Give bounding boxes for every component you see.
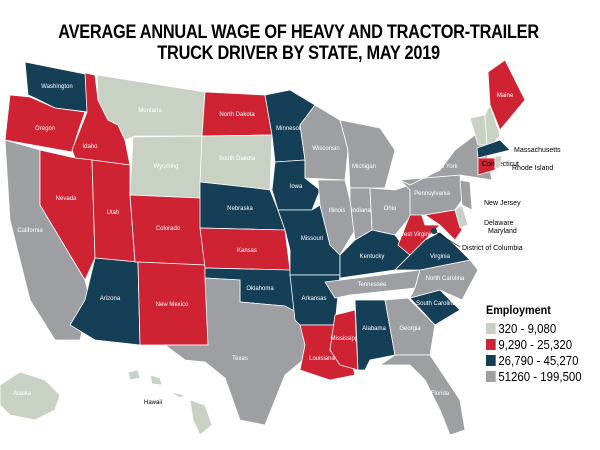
legend-swatch bbox=[486, 338, 496, 350]
state-label: West Virginia bbox=[398, 232, 434, 238]
state-hawaii bbox=[149, 374, 163, 386]
state-south-dakota bbox=[199, 134, 273, 191]
state-label: Georgia bbox=[399, 326, 421, 332]
state-label: Alabama bbox=[362, 326, 386, 332]
state-label: Minnesota bbox=[276, 126, 304, 132]
state-label: New Mexico bbox=[156, 302, 189, 308]
state-alaska bbox=[0, 371, 61, 421]
state-label: Virginia bbox=[430, 254, 451, 260]
state-label: New York bbox=[432, 164, 458, 170]
state-hawaii bbox=[189, 399, 213, 436]
state-label: Montana bbox=[138, 108, 162, 114]
state-maryland bbox=[423, 209, 463, 241]
state-texas bbox=[163, 277, 316, 426]
state-label: Texas bbox=[232, 356, 248, 362]
state-label: Oregon bbox=[35, 126, 55, 132]
state-label: Idaho bbox=[82, 144, 98, 150]
state-label: Arkansas bbox=[301, 296, 326, 302]
state-hawaii bbox=[127, 369, 141, 381]
state-label: Alaska bbox=[13, 391, 32, 397]
state-label: Maine bbox=[497, 93, 514, 99]
state-label: Washington bbox=[41, 84, 72, 90]
state-label: Iowa bbox=[290, 184, 303, 190]
legend-item: 320 - 9,080 bbox=[486, 320, 582, 336]
state-label: Massachusetts bbox=[514, 147, 561, 154]
state-georgia bbox=[384, 297, 436, 356]
state-label: Missouri bbox=[301, 236, 323, 242]
state-oregon bbox=[4, 94, 86, 153]
state-label: Nevada bbox=[56, 196, 77, 202]
state-delaware bbox=[454, 204, 469, 229]
state-label: Kansas bbox=[237, 248, 257, 254]
state-label: California bbox=[17, 228, 43, 234]
state-label: Kentucky bbox=[360, 254, 385, 260]
legend-title: Employment bbox=[486, 303, 551, 317]
title-line-2: TRUCK DRIVER BY STATE, MAY 2019 bbox=[157, 43, 440, 64]
state-label: Arizona bbox=[100, 296, 121, 302]
state-label: Pennsylvania bbox=[414, 191, 450, 197]
state-label: South Dakota bbox=[219, 156, 256, 162]
title-line-1: AVERAGE ANNUAL WAGE OF HEAVY AND TRACTOR… bbox=[58, 22, 539, 43]
state-label: North Dakota bbox=[219, 112, 255, 118]
state-label: North Carolina bbox=[426, 276, 465, 282]
state-label: Florida bbox=[431, 391, 450, 397]
state-label: Wyoming bbox=[154, 164, 179, 170]
state-label: Delaware bbox=[484, 220, 514, 227]
state-label: Rhode Island bbox=[512, 165, 553, 172]
state-label: Hawaii bbox=[144, 400, 162, 406]
state-tennessee bbox=[324, 269, 421, 299]
legend-item: 9,290 - 25,320 bbox=[486, 336, 582, 352]
state-label: Tennessee bbox=[357, 282, 387, 288]
legend-item: 26,790 - 45,270 bbox=[486, 352, 582, 368]
state-label: Nebraska bbox=[227, 206, 253, 212]
state-label: Louisiana bbox=[309, 356, 335, 362]
state-label: Illinois bbox=[329, 208, 346, 214]
state-florida bbox=[378, 354, 466, 436]
state-rhode-island bbox=[494, 155, 503, 169]
state-michigan bbox=[339, 119, 396, 189]
state-label: South Carolina bbox=[416, 301, 456, 307]
state-label: Mississippi bbox=[330, 336, 359, 342]
state-mississippi bbox=[329, 309, 359, 371]
state-label: Utah bbox=[107, 210, 120, 216]
state-wisconsin bbox=[299, 104, 349, 181]
state-label: Wisconsin bbox=[312, 146, 339, 152]
state-hawaii bbox=[169, 391, 187, 399]
legend-swatch bbox=[486, 354, 496, 366]
state-maine bbox=[487, 59, 526, 131]
state-new-jersey bbox=[459, 179, 473, 211]
state-label: District of Columbia bbox=[462, 245, 523, 252]
leader-line bbox=[435, 231, 461, 248]
state-illinois bbox=[317, 179, 356, 256]
state-label: New Jersey bbox=[484, 200, 521, 207]
legend: Employment 320 - 9,080 9,290 - 25,320 26… bbox=[486, 303, 595, 384]
state-label: Indiana bbox=[351, 208, 371, 214]
legend-swatch bbox=[486, 322, 496, 334]
state-connecticut bbox=[477, 157, 496, 176]
state-district-of-columbia bbox=[431, 228, 437, 234]
state-label: Colorado bbox=[156, 226, 181, 232]
legend-item: 51260 - 199,500 bbox=[486, 368, 582, 384]
state-label: Michigan bbox=[352, 164, 376, 170]
state-massachusetts bbox=[476, 139, 511, 159]
state-label: Ohio bbox=[384, 206, 397, 212]
state-label: Maryland bbox=[488, 228, 517, 235]
legend-swatch bbox=[486, 370, 496, 382]
state-label: Oklahoma bbox=[246, 286, 274, 292]
